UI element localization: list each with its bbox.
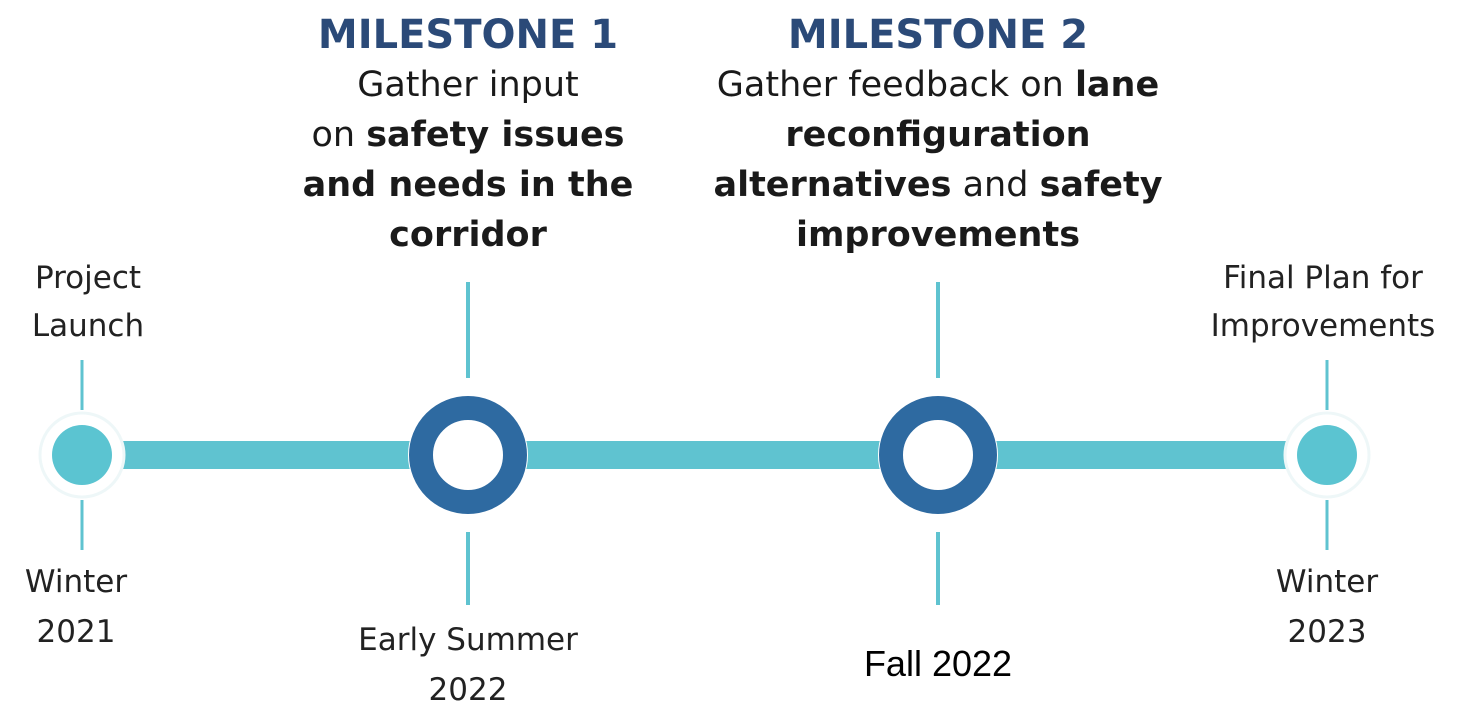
node-label: Project (35, 260, 141, 296)
milestone-description: improvements (796, 215, 1080, 255)
description-run: on (311, 115, 366, 155)
milestone-description: on safety issues (311, 115, 624, 155)
description-run: Gather feedback on (717, 65, 1075, 105)
description-run: reconfiguration (785, 115, 1090, 155)
description-run: lane (1075, 65, 1159, 105)
node-date: Fall 2022 (864, 643, 1012, 684)
milestone-description: alternatives and safety (713, 165, 1162, 205)
node-date: 2023 (1288, 614, 1367, 650)
milestone-ring (409, 396, 527, 514)
milestone-title: MILESTONE 2 (788, 12, 1088, 58)
description-run: safety issues (366, 115, 624, 155)
node-label: Improvements (1211, 308, 1436, 344)
description-run: and needs in the (303, 165, 634, 205)
description-run: Gather input (357, 65, 579, 105)
description-run: alternatives (713, 165, 951, 205)
description-run: corridor (389, 215, 547, 255)
node-date: Winter (1276, 564, 1378, 600)
node-date: 2021 (37, 614, 116, 650)
timeline-bar (82, 441, 1327, 469)
milestone-description: and needs in the (303, 165, 634, 205)
description-run: safety (1040, 165, 1163, 205)
node-date: Early Summer (358, 622, 578, 658)
milestone-description: corridor (389, 215, 547, 255)
node-dot (52, 425, 112, 485)
milestone-description: Gather input (357, 65, 579, 105)
node-date: Winter (25, 564, 127, 600)
description-run: improvements (796, 215, 1080, 255)
node-label: Launch (32, 308, 144, 344)
milestone-title: MILESTONE 1 (318, 12, 618, 58)
node-date: 2022 (429, 672, 508, 705)
milestone-description: Gather feedback on lane (717, 65, 1159, 105)
description-run: and (951, 165, 1039, 205)
milestone-description: reconfiguration (785, 115, 1090, 155)
node-dot (1297, 425, 1357, 485)
milestone-ring (879, 396, 997, 514)
node-label: Final Plan for (1223, 260, 1423, 296)
